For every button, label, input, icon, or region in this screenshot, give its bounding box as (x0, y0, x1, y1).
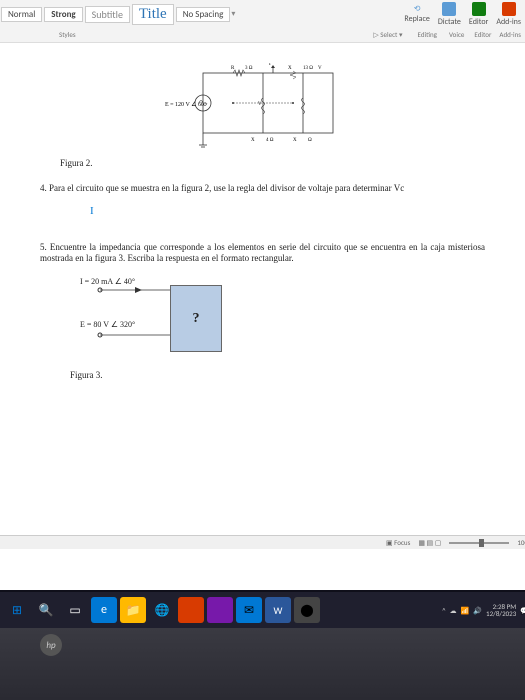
document-page[interactable]: E = 120 V ∠ 60° R 3 Ω I X 13 Ω V X 4 Ω (0, 43, 525, 563)
volume-icon[interactable]: 🔊 (473, 606, 482, 615)
source-label: E = 120 V ∠ 60° (165, 101, 207, 108)
word-statusbar: ▣ Focus ▦ ▤ ▢ 100% (0, 535, 525, 549)
notification-icon[interactable]: 💬 (520, 606, 525, 615)
svg-text:R: R (231, 66, 235, 71)
app-icon-3[interactable]: ⬤ (294, 597, 320, 623)
svg-text:I: I (269, 63, 271, 67)
focus-button[interactable]: ▣ Focus (386, 538, 410, 547)
explorer-icon[interactable]: 📁 (120, 597, 146, 623)
mystery-box: ? (170, 285, 222, 352)
svg-text:Ω: Ω (308, 138, 312, 143)
app-icon-2[interactable] (207, 597, 233, 623)
voice-group-label: Voice (449, 30, 464, 39)
hp-logo: hp (40, 634, 62, 656)
word-ribbon: Normal Strong Subtitle Title No Spacing … (0, 0, 525, 43)
svg-text:3 Ω: 3 Ω (245, 66, 253, 71)
figure-3-caption: Figura 3. (70, 370, 485, 380)
svg-text:X: X (288, 66, 292, 71)
question-4: 4. Para el circuito que se muestra en la… (40, 183, 485, 195)
clock-date[interactable]: 12/8/2023 (486, 610, 516, 617)
system-tray[interactable]: ^ ☁ 📶 🔊 2:28 PM 12/8/2023 💬 (442, 603, 525, 617)
chrome-icon[interactable]: 🌐 (149, 597, 175, 623)
app-icon-1[interactable] (178, 597, 204, 623)
zoom-slider[interactable] (449, 542, 509, 544)
taskview-icon[interactable]: ▭ (62, 597, 88, 623)
style-normal[interactable]: Normal (1, 7, 42, 22)
laptop-frame: Normal Strong Subtitle Title No Spacing … (0, 0, 525, 700)
svg-text:V: V (318, 66, 322, 71)
question-5: 5. Encuentre la impedancia que correspon… (40, 242, 485, 265)
circuit-figure-2: E = 120 V ∠ 60° R 3 Ω I X 13 Ω V X 4 Ω (163, 63, 363, 153)
style-subtitle[interactable]: Subtitle (85, 6, 130, 23)
editor-button[interactable]: Editor (465, 2, 492, 27)
figure-2-caption: Figura 2. (60, 158, 485, 168)
tray-chevron-icon[interactable]: ^ (442, 606, 446, 615)
screen: Normal Strong Subtitle Title No Spacing … (0, 0, 525, 590)
start-button[interactable]: ⊞ (4, 597, 30, 623)
select-button[interactable]: ▷ Select ▾ (373, 30, 402, 39)
editor-icon (472, 2, 486, 16)
svg-text:4 Ω: 4 Ω (266, 138, 274, 143)
view-icons[interactable]: ▦ ▤ ▢ (418, 538, 441, 547)
editor-group-label: Editor (474, 30, 491, 39)
word-icon[interactable]: W (265, 597, 291, 623)
cloud-icon[interactable]: ☁ (450, 606, 457, 615)
style-title[interactable]: Title (132, 4, 174, 25)
styles-expand-icon[interactable]: ▾ (231, 9, 239, 19)
addins-group-label: Add-ins (499, 30, 521, 39)
replace-button[interactable]: ⟲ Replace (400, 4, 433, 24)
svg-text:X: X (251, 138, 255, 143)
windows-taskbar: ⊞ 🔍 ▭ e 📁 🌐 ✉ W ⬤ ^ ☁ 📶 🔊 2:28 PM 12/8/2… (0, 592, 525, 628)
text-cursor: I (90, 205, 485, 217)
editing-group: ⟲ Replace (400, 4, 433, 24)
search-icon[interactable]: 🔍 (33, 597, 59, 623)
dictate-button[interactable]: Dictate (434, 2, 465, 27)
editing-group-label: Editing (418, 30, 437, 39)
edge-icon[interactable]: e (91, 597, 117, 623)
circuit-figure-3: I = 20 mA ∠ 40° E = 80 V ∠ 320° ? (70, 275, 250, 365)
laptop-body (0, 628, 525, 700)
dictate-icon (442, 2, 456, 16)
addins-button[interactable]: Add-ins (492, 2, 525, 27)
style-nospacing[interactable]: No Spacing (176, 7, 231, 22)
svg-text:13 Ω: 13 Ω (303, 66, 313, 71)
wifi-icon[interactable]: 📶 (461, 606, 470, 615)
addins-icon (502, 2, 516, 16)
svg-text:X: X (293, 138, 297, 143)
styles-group-label: Styles (59, 30, 76, 39)
zoom-level[interactable]: 100% (517, 538, 525, 547)
mail-icon[interactable]: ✉ (236, 597, 262, 623)
style-strong[interactable]: Strong (44, 7, 82, 22)
